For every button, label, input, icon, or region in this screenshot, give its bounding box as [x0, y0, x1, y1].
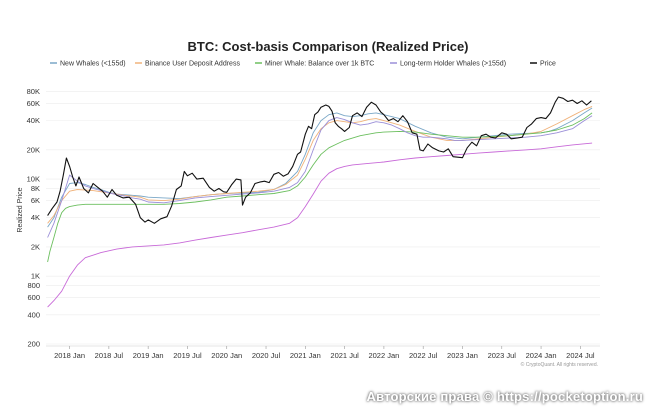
- legend: New Whales (<155d) Binance User Deposit A…: [50, 61, 556, 68]
- x-tick-label: 2020 Jan: [211, 351, 242, 360]
- chart-title: BTC: Cost-basis Comparison (Realized Pri…: [188, 39, 469, 54]
- y-tick-label: 400: [27, 310, 40, 319]
- y-tick-label: 6K: [31, 196, 40, 205]
- legend-label: Price: [540, 61, 556, 68]
- y-tick-label: 20K: [27, 145, 40, 154]
- y-axis-label: Realized Price: [17, 187, 24, 232]
- y-tick-label: 4K: [31, 213, 40, 222]
- series-line-4: [47, 142, 593, 308]
- x-tick-label: 2022 Jul: [409, 351, 438, 360]
- legend-label: Binance User Deposit Address: [145, 61, 240, 68]
- x-tick-label: 2024 Jul: [566, 351, 595, 360]
- y-tick-label: 2K: [31, 242, 40, 251]
- y-tick-label: 800: [27, 281, 40, 290]
- series-line-5: [47, 96, 592, 224]
- y-tick-label: 60K: [27, 99, 40, 108]
- legend-label: New Whales (<155d): [60, 61, 126, 68]
- y-tick-label: 1K: [31, 272, 40, 281]
- chart-credit: © CryptoQuant. All rights reserved.: [521, 361, 598, 368]
- x-tick-label: 2018 Jul: [95, 351, 124, 360]
- y-tick-label: 200: [27, 340, 40, 349]
- x-tick-label: 2024 Jan: [526, 351, 557, 360]
- series-line-0: [47, 107, 593, 228]
- x-tick-label: 2023 Jul: [488, 351, 517, 360]
- y-tick-label: 10K: [27, 175, 40, 184]
- x-tick-label: 2023 Jan: [447, 351, 478, 360]
- x-tick-label: 2020 Jul: [252, 351, 281, 360]
- x-tick-label: 2021 Jul: [330, 351, 359, 360]
- x-tick-label: 2019 Jan: [133, 351, 164, 360]
- x-axis: 2018 Jan 2018 Jul 2019 Jan 2019 Jul 2020 Jan…: [46, 345, 600, 360]
- legend-label: Miner Whale: Balance over 1k BTC: [265, 61, 374, 68]
- grid: [46, 91, 600, 345]
- plot-area: [47, 96, 593, 308]
- x-tick-label: 2019 Jul: [173, 351, 202, 360]
- series-line-2: [47, 112, 593, 263]
- x-tick-label: 2018 Jan: [54, 351, 85, 360]
- y-tick-label: 80K: [27, 87, 40, 96]
- y-tick-label: 40K: [27, 116, 40, 125]
- x-tick-label: 2022 Jan: [368, 351, 399, 360]
- copyright-watermark: Авторские права © https://pocketoption.r…: [366, 389, 643, 404]
- y-tick-label: 8K: [31, 184, 40, 193]
- x-tick-label: 2021 Jan: [290, 351, 321, 360]
- y-tick-label: 600: [27, 293, 40, 302]
- series-line-1: [47, 105, 593, 224]
- legend-label: Long-term Holder Whales (>155d): [400, 61, 506, 68]
